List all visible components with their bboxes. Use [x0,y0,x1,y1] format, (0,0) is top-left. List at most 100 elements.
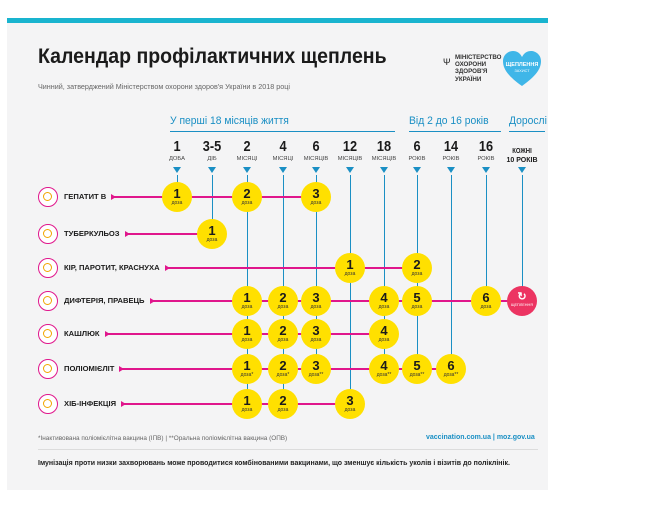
footnotes: *Інактивована поліомієлітна вакцина (ІПВ… [38,435,288,442]
dose-number: 3 [312,323,320,338]
dose-number: 2 [279,290,287,305]
age-column-line [315,175,317,369]
age-marker [173,167,181,173]
virus-icon [43,263,52,272]
dose-number: 2 [279,323,287,338]
vaccine-icon [38,359,58,379]
dose-label: доза [232,337,262,343]
trident-icon: Ψ [443,57,451,67]
row-arrow [121,400,126,407]
vaccine-row-line [166,267,417,269]
age-number: 18 [376,138,392,155]
age-marker [243,167,251,173]
dose-marker: 3 доза [301,182,331,212]
vaccine-name: ТУБЕРКУЛЬОЗ [64,229,120,238]
age-number: 12 [342,138,358,155]
dose-marker: 4 доза [369,319,399,349]
refresh-icon: ↻ [517,291,527,303]
dose-marker: 2 доза [268,389,298,419]
dose-label: доза [162,200,192,206]
age-number: 16 [478,138,494,155]
dose-word: доза [480,304,492,310]
top-accent-bar [7,18,548,23]
dose-marker: 3 доза** [301,354,331,384]
dose-number: 2 [279,358,287,373]
dose-label: доза* [268,372,298,378]
dose-marker: 1 доза [335,253,365,283]
dose-word: доза [240,372,252,378]
age-marker [380,167,388,173]
dose-marker: 4 доза** [369,354,399,384]
vaccine-name: ГЕПАТИТ В [64,192,107,201]
dose-word: доза [277,407,289,413]
age-marker [346,167,354,173]
age-unit: РОКІВ [477,156,495,162]
dose-label: доза [335,271,365,277]
age-unit: РОКІВ [442,156,460,162]
dose-marker: 5 доза [402,286,432,316]
vaccine-icon [38,324,58,344]
vaccine-row-line [151,300,522,302]
age-number: 2 [243,138,251,155]
age-unit: ДОБА [169,156,185,162]
age-unit: ДІБ [207,156,217,162]
dose-label: доза [268,337,298,343]
dose-label: доза [232,407,262,413]
age-marker [208,167,216,173]
dose-number: 2 [413,257,421,272]
age-number: 6 [413,138,421,155]
dose-number: 6 [447,358,455,373]
dose-marker: 1 доза [232,319,262,349]
dose-marker: 3 доза [301,286,331,316]
dose-marker: 4 доза [369,286,399,316]
age-unit: МІСЯЦІ [272,156,294,162]
group-header-children: Від 2 до 16 років [409,115,489,127]
dose-word: доза [409,372,421,378]
dose-word: доза [310,337,322,343]
vaccine-icon [38,394,58,414]
row-arrow [165,264,170,271]
dose-label: доза [301,304,331,310]
dose-mark: * [287,372,290,378]
virus-icon [43,364,52,373]
vaccine-row-line [126,233,212,235]
ministry-label: МІНІСТЕРСТВО ОХОРОНИ ЗДОРОВ'Я УКРАЇНИ [455,54,502,83]
virus-icon [43,296,52,305]
age-unit: РОКІВ [408,156,426,162]
dose-number: 4 [380,323,388,338]
row-arrow [150,297,155,304]
age-marker [447,167,455,173]
dose-mark: ** [387,372,392,378]
dose-number: 1 [243,323,251,338]
dose-word: доза [310,304,322,310]
vaccine-name: ДИФТЕРІЯ, ПРАВЕЦЬ [64,296,145,305]
dose-number: 4 [380,358,388,373]
page-subtitle: Чинний, затверджений Міністерством охоро… [38,82,290,91]
row-arrow [111,193,116,200]
dose-marker: 6 доза** [436,354,466,384]
dose-word: доза [443,372,455,378]
site-links[interactable]: vaccination.com.ua | moz.gov.ua [426,434,535,441]
dose-label: доза [268,304,298,310]
dose-word: доза [344,271,356,277]
dose-label: доза [402,271,432,277]
vaccine-icon [38,258,58,278]
age-unit: МІСЯЦІВ [303,156,329,162]
age-unit: МІСЯЦІВ [337,156,363,162]
age-unit: 10 РОКІВ [506,157,538,164]
age-number: 3-5 [202,138,222,155]
vaccine-name: КІР, ПАРОТИТ, КРАСНУХА [64,263,160,272]
dose-label: доза [301,200,331,206]
dose-number: 6 [482,290,490,305]
age-marker [413,167,421,173]
age-number: 14 [443,138,459,155]
dose-marker: 5 доза** [402,354,432,384]
dose-label: доза** [301,372,331,378]
age-column-line [383,175,385,369]
logo-subtext: ЗАХИСТ [514,69,530,73]
age-marker [312,167,320,173]
age-number: КОЖНІ [512,148,532,155]
group-underline-children [409,131,501,132]
age-marker [518,167,526,173]
